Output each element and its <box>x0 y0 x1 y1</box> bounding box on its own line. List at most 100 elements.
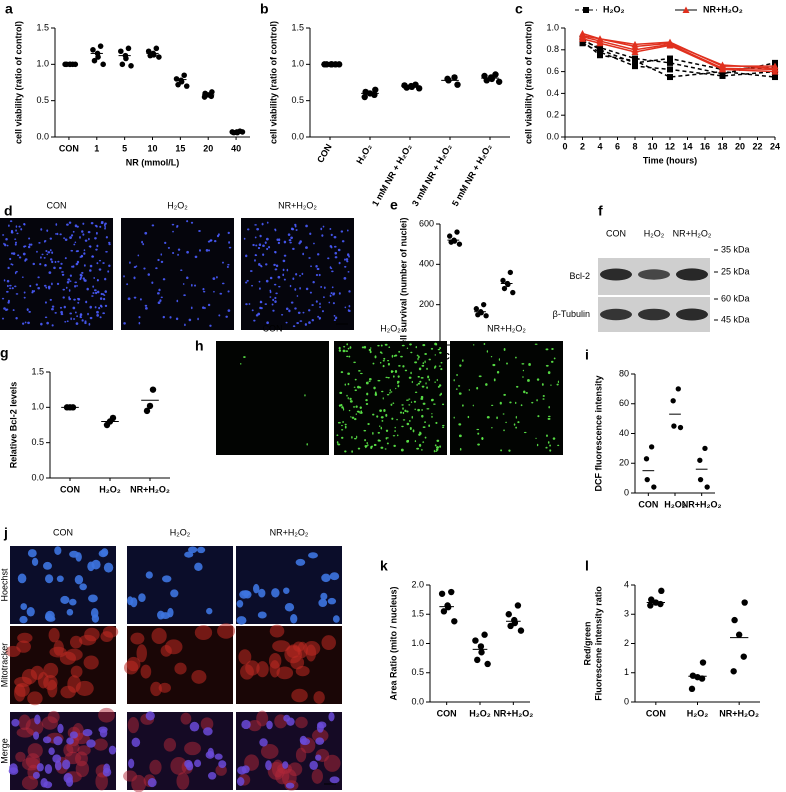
cell <box>391 370 394 373</box>
cell <box>440 368 443 371</box>
cell <box>418 355 420 359</box>
cell <box>14 243 17 246</box>
cell <box>61 271 64 273</box>
cell <box>157 292 160 295</box>
cell <box>321 234 324 237</box>
cell <box>390 403 393 406</box>
cell <box>285 321 288 324</box>
cell <box>150 681 162 697</box>
cell <box>414 408 416 411</box>
micrograph <box>334 341 447 455</box>
y-tick-label: 2 <box>624 638 629 648</box>
cell <box>40 322 43 326</box>
cell <box>227 290 230 293</box>
cell <box>151 224 155 227</box>
image-bg <box>10 546 116 624</box>
cell <box>69 731 78 739</box>
data-point <box>143 407 151 415</box>
size-marker: 45 kDa <box>721 314 750 324</box>
marker <box>771 64 779 72</box>
cell <box>287 233 291 237</box>
cell <box>15 225 18 228</box>
cell <box>348 355 351 358</box>
cell <box>79 316 83 319</box>
cell <box>190 306 193 310</box>
cell <box>60 262 63 265</box>
data-point <box>500 277 506 284</box>
cell <box>105 236 108 239</box>
cell <box>164 241 167 244</box>
cell <box>82 233 85 236</box>
cell <box>89 316 93 320</box>
cell <box>500 449 503 452</box>
cell <box>51 305 55 308</box>
row-label: Merge <box>0 738 9 764</box>
cell <box>458 392 462 395</box>
cell <box>478 375 482 378</box>
cell <box>69 312 73 315</box>
cell <box>271 759 284 778</box>
image-bg <box>127 546 233 624</box>
cell <box>69 236 72 240</box>
cell <box>99 304 103 308</box>
series-line <box>582 40 776 78</box>
cell <box>340 230 344 233</box>
cell <box>158 682 171 693</box>
cell <box>294 225 297 228</box>
cell <box>392 402 395 404</box>
x-tick-label: 10 <box>647 141 657 151</box>
cell <box>546 434 548 437</box>
data-point <box>475 312 481 318</box>
cell <box>245 254 248 258</box>
cell <box>130 632 145 645</box>
cell <box>418 367 422 371</box>
y-axis-label: Area Ratio (mito / nucleus) <box>388 586 398 700</box>
micrograph <box>121 218 234 330</box>
data-point <box>361 93 368 101</box>
cell <box>527 378 530 382</box>
cell <box>96 314 99 317</box>
marker <box>632 63 638 70</box>
cell <box>218 760 227 769</box>
cell <box>377 379 381 382</box>
y-axis-label: Fluorescene intensity ratio <box>593 586 603 701</box>
cell <box>249 270 253 272</box>
cell <box>18 714 31 731</box>
cell <box>402 365 405 368</box>
cell <box>342 407 345 411</box>
cell <box>288 239 292 242</box>
cell <box>380 344 383 347</box>
cell <box>43 284 47 287</box>
cell <box>468 389 471 391</box>
column-label: CON <box>53 527 73 537</box>
cell <box>186 220 189 223</box>
x-tick-label: CON <box>315 142 334 164</box>
data-point <box>474 656 481 664</box>
cell <box>348 309 351 313</box>
cell <box>213 290 215 293</box>
cell <box>420 376 424 379</box>
cell <box>329 776 340 784</box>
y-tick-label: 40 <box>619 428 629 438</box>
cell <box>44 263 47 267</box>
cell <box>228 241 231 244</box>
column-label: H₂O₂ <box>167 200 188 210</box>
cell <box>160 260 164 263</box>
cell <box>274 268 278 271</box>
cell <box>77 297 80 300</box>
data-point <box>451 618 458 625</box>
cell <box>264 241 267 244</box>
cell <box>194 562 203 571</box>
cell <box>525 391 528 394</box>
cell <box>365 381 369 385</box>
cell <box>240 363 242 365</box>
cell <box>297 641 308 658</box>
data-point <box>118 48 124 55</box>
y-tick-label: 200 <box>419 299 434 309</box>
cell <box>51 251 54 255</box>
cell <box>68 296 71 299</box>
x-tick-label: NR+H₂O₂ <box>719 708 759 718</box>
data-point <box>123 55 129 62</box>
cell <box>434 354 436 356</box>
cell <box>368 380 371 382</box>
